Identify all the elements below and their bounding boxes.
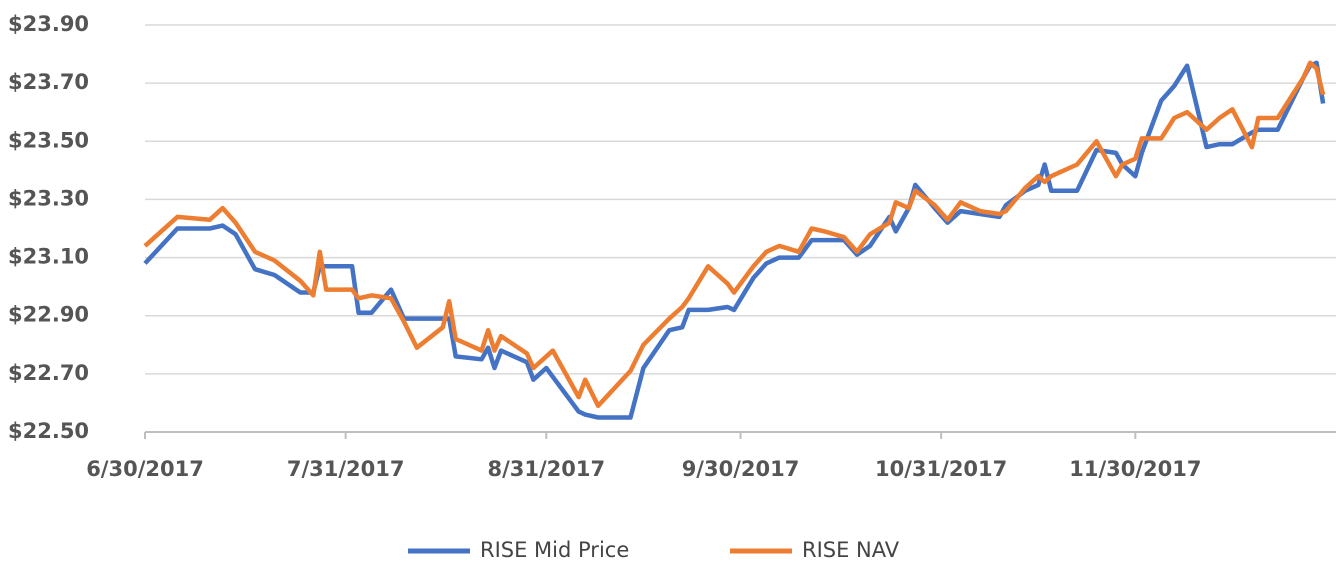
y-tick-label: $23.90 [8,12,89,36]
x-tick-label: 9/30/2017 [682,457,800,481]
legend-label: RISE NAV [802,538,900,562]
y-tick-label: $23.10 [8,245,89,269]
y-tick-label: $22.70 [8,361,89,385]
y-tick-label: $22.50 [8,419,89,443]
x-tick-label: 11/30/2017 [1069,457,1201,481]
x-tick-label: 6/30/2017 [86,457,204,481]
x-tick-label: 8/31/2017 [488,457,606,481]
series-line [143,60,1326,409]
series-line [143,60,1326,420]
legend-label: RISE Mid Price [480,538,629,562]
x-tick-label: 10/31/2017 [875,457,1007,481]
y-tick-label: $22.90 [8,303,89,327]
y-tick-label: $23.50 [8,128,89,152]
x-tick-label: 7/31/2017 [287,457,405,481]
y-tick-label: $23.70 [8,70,89,94]
y-tick-label: $23.30 [8,186,89,210]
